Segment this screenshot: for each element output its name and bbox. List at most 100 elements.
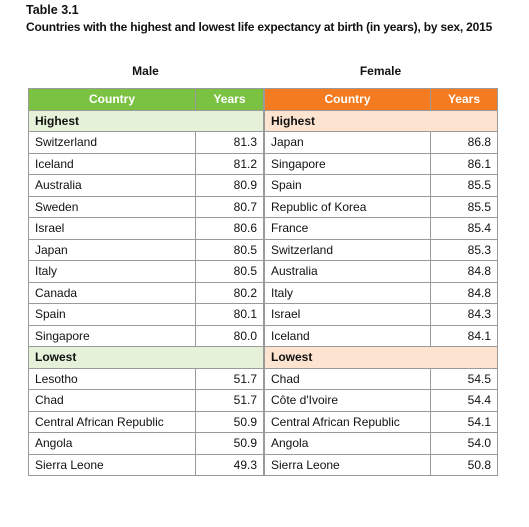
data-row: Singapore 86.1 [264, 152, 498, 175]
data-row: Switzerland 81.3 [28, 131, 264, 154]
country-cell: Chad [28, 389, 196, 412]
data-row: Italy 80.5 [28, 260, 264, 283]
data-row: Chad 54.5 [264, 367, 498, 390]
country-cell: Singapore [28, 324, 196, 347]
section-row: Lowest [264, 346, 498, 369]
years-cell: 84.1 [430, 324, 498, 347]
years-cell: 85.5 [430, 195, 498, 218]
years-cell: 50.8 [430, 453, 498, 476]
section-label: Highest [264, 109, 498, 132]
column-header: Years [195, 88, 264, 111]
years-cell: 80.5 [195, 260, 264, 283]
section-row: Lowest [28, 346, 264, 369]
years-cell: 86.8 [430, 131, 498, 154]
country-cell: Sierra Leone [264, 453, 431, 476]
years-cell: 80.0 [195, 324, 264, 347]
years-cell: 49.3 [195, 453, 264, 476]
years-cell: 80.5 [195, 238, 264, 261]
country-cell: Israel [264, 303, 431, 326]
country-cell: Central African Republic [28, 410, 196, 433]
data-table: Country Years Highest Switzerland 81.3 Icelan… [28, 88, 264, 476]
years-cell: 50.9 [195, 410, 264, 433]
section-label: Lowest [28, 346, 264, 369]
country-cell: Italy [28, 260, 196, 283]
years-cell: 80.1 [195, 303, 264, 326]
country-cell: Angola [264, 432, 431, 455]
years-cell: 80.7 [195, 195, 264, 218]
column-header: Country [264, 88, 431, 111]
table-label: Table 3.1 [26, 3, 79, 17]
data-table: Country Years Highest Japan 86.8 Singapore 86.… [264, 88, 498, 476]
group-heading: Female [359, 64, 402, 78]
years-cell: 80.9 [195, 174, 264, 197]
data-row: Sierra Leone 49.3 [28, 453, 264, 476]
years-cell: 84.3 [430, 303, 498, 326]
country-cell: Sierra Leone [28, 453, 196, 476]
years-cell: 54.4 [430, 389, 498, 412]
data-row: Israel 80.6 [28, 217, 264, 240]
data-row: Singapore 80.0 [28, 324, 264, 347]
years-cell: 51.7 [195, 389, 264, 412]
years-cell: 54.5 [430, 367, 498, 390]
header-row: Country Years [264, 88, 498, 111]
country-cell: Singapore [264, 152, 431, 175]
data-row: Italy 84.8 [264, 281, 498, 304]
data-row: Australia 84.8 [264, 260, 498, 283]
country-cell: Italy [264, 281, 431, 304]
data-row: Lesotho 51.7 [28, 367, 264, 390]
data-row: Angola 54.0 [264, 432, 498, 455]
years-cell: 80.2 [195, 281, 264, 304]
country-cell: Sweden [28, 195, 196, 218]
section-row: Highest [28, 109, 264, 132]
data-row: Iceland 81.2 [28, 152, 264, 175]
group-heading: Male [132, 64, 159, 78]
data-row: Chad 51.7 [28, 389, 264, 412]
country-cell: Switzerland [28, 131, 196, 154]
country-cell: Australia [264, 260, 431, 283]
data-row: Canada 80.2 [28, 281, 264, 304]
data-row: Republic of Korea 85.5 [264, 195, 498, 218]
country-cell: Australia [28, 174, 196, 197]
years-cell: 85.5 [430, 174, 498, 197]
country-cell: Japan [264, 131, 431, 154]
column-header: Country [28, 88, 196, 111]
years-cell: 51.7 [195, 367, 264, 390]
country-cell: Canada [28, 281, 196, 304]
country-cell: Israel [28, 217, 196, 240]
country-cell: Iceland [28, 152, 196, 175]
years-cell: 81.2 [195, 152, 264, 175]
years-cell: 80.6 [195, 217, 264, 240]
country-cell: Switzerland [264, 238, 431, 261]
data-row: Iceland 84.1 [264, 324, 498, 347]
table-title: Countries with the highest and lowest li… [26, 20, 493, 34]
data-row: Angola 50.9 [28, 432, 264, 455]
country-cell: Angola [28, 432, 196, 455]
section-label: Highest [28, 109, 264, 132]
data-row: Japan 80.5 [28, 238, 264, 261]
country-cell: Republic of Korea [264, 195, 431, 218]
data-row: Spain 80.1 [28, 303, 264, 326]
data-row: Côte d'Ivoire 54.4 [264, 389, 498, 412]
data-row: Japan 86.8 [264, 131, 498, 154]
country-cell: Spain [28, 303, 196, 326]
years-cell: 50.9 [195, 432, 264, 455]
years-cell: 86.1 [430, 152, 498, 175]
section-label: Lowest [264, 346, 498, 369]
column-header: Years [430, 88, 498, 111]
data-row: Spain 85.5 [264, 174, 498, 197]
years-cell: 81.3 [195, 131, 264, 154]
data-row: Sierra Leone 50.8 [264, 453, 498, 476]
years-cell: 85.3 [430, 238, 498, 261]
years-cell: 85.4 [430, 217, 498, 240]
data-row: Central African Republic 54.1 [264, 410, 498, 433]
data-row: Sweden 80.7 [28, 195, 264, 218]
section-row: Highest [264, 109, 498, 132]
country-cell: Chad [264, 367, 431, 390]
data-row: Australia 80.9 [28, 174, 264, 197]
data-row: France 85.4 [264, 217, 498, 240]
years-cell: 84.8 [430, 281, 498, 304]
years-cell: 84.8 [430, 260, 498, 283]
data-row: Switzerland 85.3 [264, 238, 498, 261]
country-cell: Japan [28, 238, 196, 261]
